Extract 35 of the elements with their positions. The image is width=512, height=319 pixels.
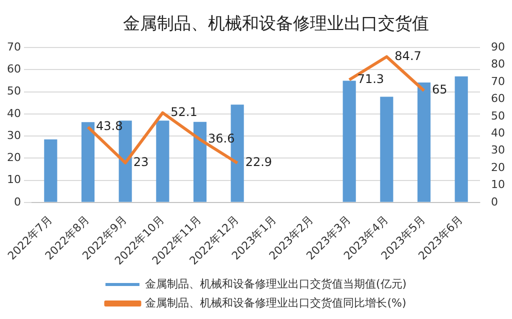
chart-title: 金属制品、机械和设备修理业出口交货值 [122, 13, 430, 36]
y-tick-label: 40 [6, 106, 21, 120]
y-tick-label: 50 [6, 84, 21, 98]
bar [380, 96, 394, 202]
y2-tick-label: 0 [491, 195, 498, 208]
y2-tick-label: 70 [491, 74, 506, 88]
y2-tick-label: 30 [491, 144, 506, 157]
y2-tick-label: 50 [491, 109, 506, 122]
bar [156, 120, 170, 202]
data-label: 65 [432, 82, 448, 97]
y2-tick-label: 60 [491, 92, 506, 106]
y-tick-label: 70 [6, 40, 21, 54]
bar [44, 139, 58, 202]
y2-tick-label: 90 [491, 40, 506, 54]
y2-tick-label: 20 [491, 160, 506, 174]
data-label: 23 [133, 154, 149, 169]
legend-label: 金属制品、机械和设备修理业出口交货值同比增长(%) [145, 296, 406, 310]
y-tick-label: 20 [6, 151, 21, 164]
y-tick-label: 10 [6, 173, 21, 186]
y2-tick-label: 10 [491, 178, 506, 192]
y-tick-label: 30 [6, 128, 21, 142]
y2-tick-label: 40 [491, 126, 506, 140]
bar [193, 122, 207, 202]
data-label: 84.7 [394, 48, 422, 63]
legend-label: 金属制品、机械和设备修理业出口交货值当期值(亿元) [144, 277, 407, 290]
bar [342, 80, 356, 202]
bar [417, 82, 431, 202]
bar [454, 76, 468, 202]
data-label: 52.1 [170, 104, 198, 119]
data-label: 71.3 [357, 72, 384, 86]
y-tick-label: 0 [14, 195, 21, 208]
y2-tick-label: 80 [491, 58, 506, 71]
y-tick-label: 60 [6, 62, 21, 76]
bar [81, 122, 95, 202]
data-label: 22.9 [245, 155, 272, 170]
